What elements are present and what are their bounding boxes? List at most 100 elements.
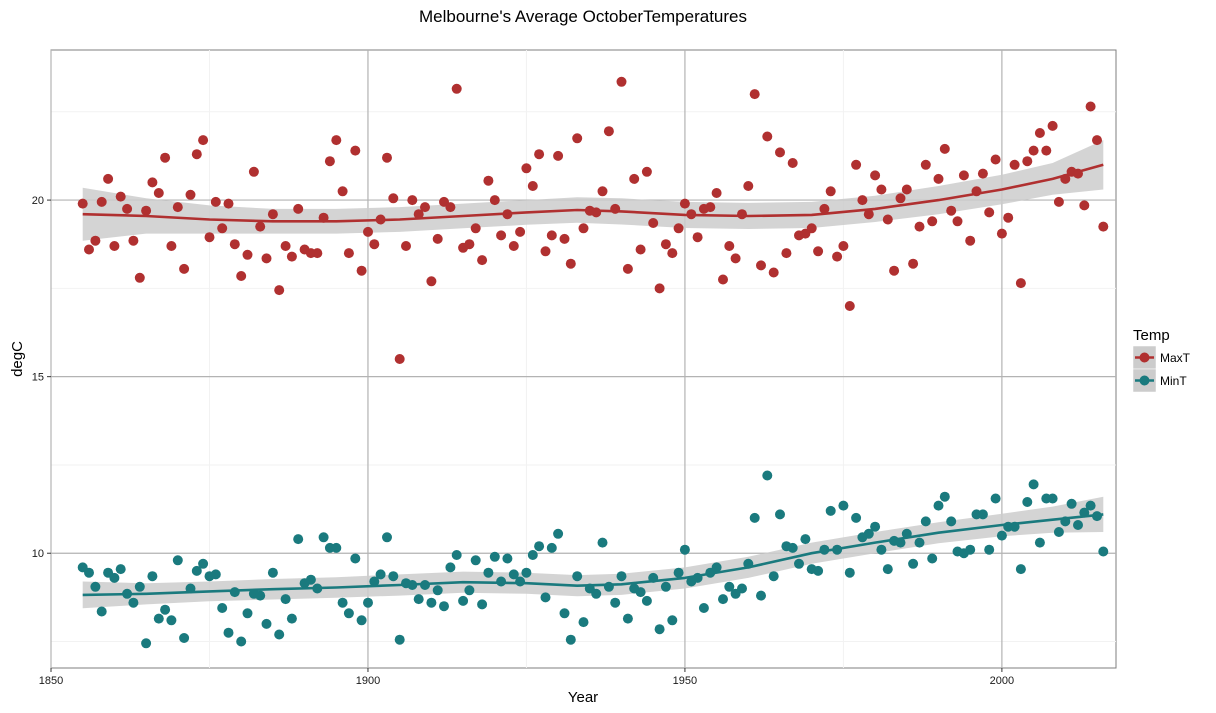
maxt-point [445,202,456,213]
maxt-point [781,248,792,259]
mint-point [198,558,209,569]
maxt-point [540,246,551,257]
mint-point [1015,564,1026,575]
mint-point [413,594,424,605]
mint-point [502,553,513,564]
mint-point [483,567,494,578]
maxt-point [730,253,741,264]
mint-point [451,550,462,560]
maxt-point [775,147,785,158]
maxt-point [1092,135,1102,146]
mint-point [267,567,278,578]
y-axis-title: degC [9,341,26,377]
maxt-point [787,158,798,168]
maxt-point [838,241,849,251]
maxt-point [286,251,297,262]
maxt-point [908,258,919,269]
maxt-point [141,205,152,216]
mint-point [109,572,120,583]
maxt-point [147,177,158,188]
maxt-point [331,135,342,146]
maxt-point [204,232,215,243]
maxt-point [128,235,139,246]
mint-point [578,617,589,628]
y-tick-label: 15 [32,372,44,384]
maxt-point [324,156,335,167]
maxt-point [825,186,836,197]
maxt-point [103,173,114,184]
mint-point [616,571,627,582]
maxt-point [388,193,399,204]
mint-point [343,608,354,619]
mint-point [838,500,849,511]
mint-point [90,581,101,592]
mint-point [242,608,253,619]
mint-point [591,588,602,599]
maxt-point [591,207,602,218]
mint-point [813,565,824,576]
maxt-point [413,209,424,220]
mint-point [990,493,1001,504]
maxt-point [939,143,950,154]
maxt-point [641,166,652,177]
maxt-point [185,189,196,200]
maxt-point [882,214,893,225]
x-tick-label: 1850 [39,675,63,687]
maxt-point [261,253,272,264]
mint-point [363,597,373,608]
maxt-point [84,244,94,255]
mint-point [128,597,139,608]
mint-point [667,615,678,626]
mint-point [939,491,950,502]
maxt-point [1098,221,1109,232]
maxt-point [1009,159,1020,170]
maxt-point [1028,145,1039,156]
maxt-point [832,251,843,262]
mint-point [863,528,874,539]
mint-point [470,555,481,566]
mint-point [546,542,557,553]
maxt-point [553,150,564,161]
legend-label-maxt: MaxT [1160,351,1191,365]
maxt-point [382,152,392,163]
mint-point [84,567,94,578]
maxt-point [191,149,202,160]
mint-point [673,567,684,578]
maxt-point [248,166,259,177]
maxt-point [737,209,747,220]
minor-grid [51,50,1116,668]
mint-point [711,562,722,573]
maxt-point [394,354,405,364]
maxt-point [172,202,183,213]
maxt-point [407,195,418,206]
maxt-point [274,285,285,296]
mint-point [870,521,881,532]
mint-point [350,553,361,564]
maxt-point [616,76,627,87]
mint-point [141,638,152,649]
mint-point [794,558,804,569]
x-axis-ticks: 1850 1900 1950 2000 [39,668,1014,687]
maxt-point [356,265,367,276]
mint-point [179,633,190,643]
mint-point [153,613,164,624]
maxt-point [603,126,614,137]
maxt-point [889,265,900,276]
mint-point [559,608,570,619]
mint-point [996,530,1007,541]
maxt-point [350,145,361,156]
maxt-point [337,186,348,197]
maxt-point [851,159,862,170]
mint-point [458,595,469,606]
y-tick-label: 20 [32,195,44,207]
maxt-point [660,239,671,250]
maxt-point [711,188,722,198]
maxt-point [629,173,640,184]
mint-point [597,537,608,548]
maxt-point [857,195,868,206]
mint-point [844,567,855,578]
maxt-point [559,233,570,244]
maxt-point [160,152,171,163]
mint-point [679,544,690,555]
maxt-point [692,232,703,243]
